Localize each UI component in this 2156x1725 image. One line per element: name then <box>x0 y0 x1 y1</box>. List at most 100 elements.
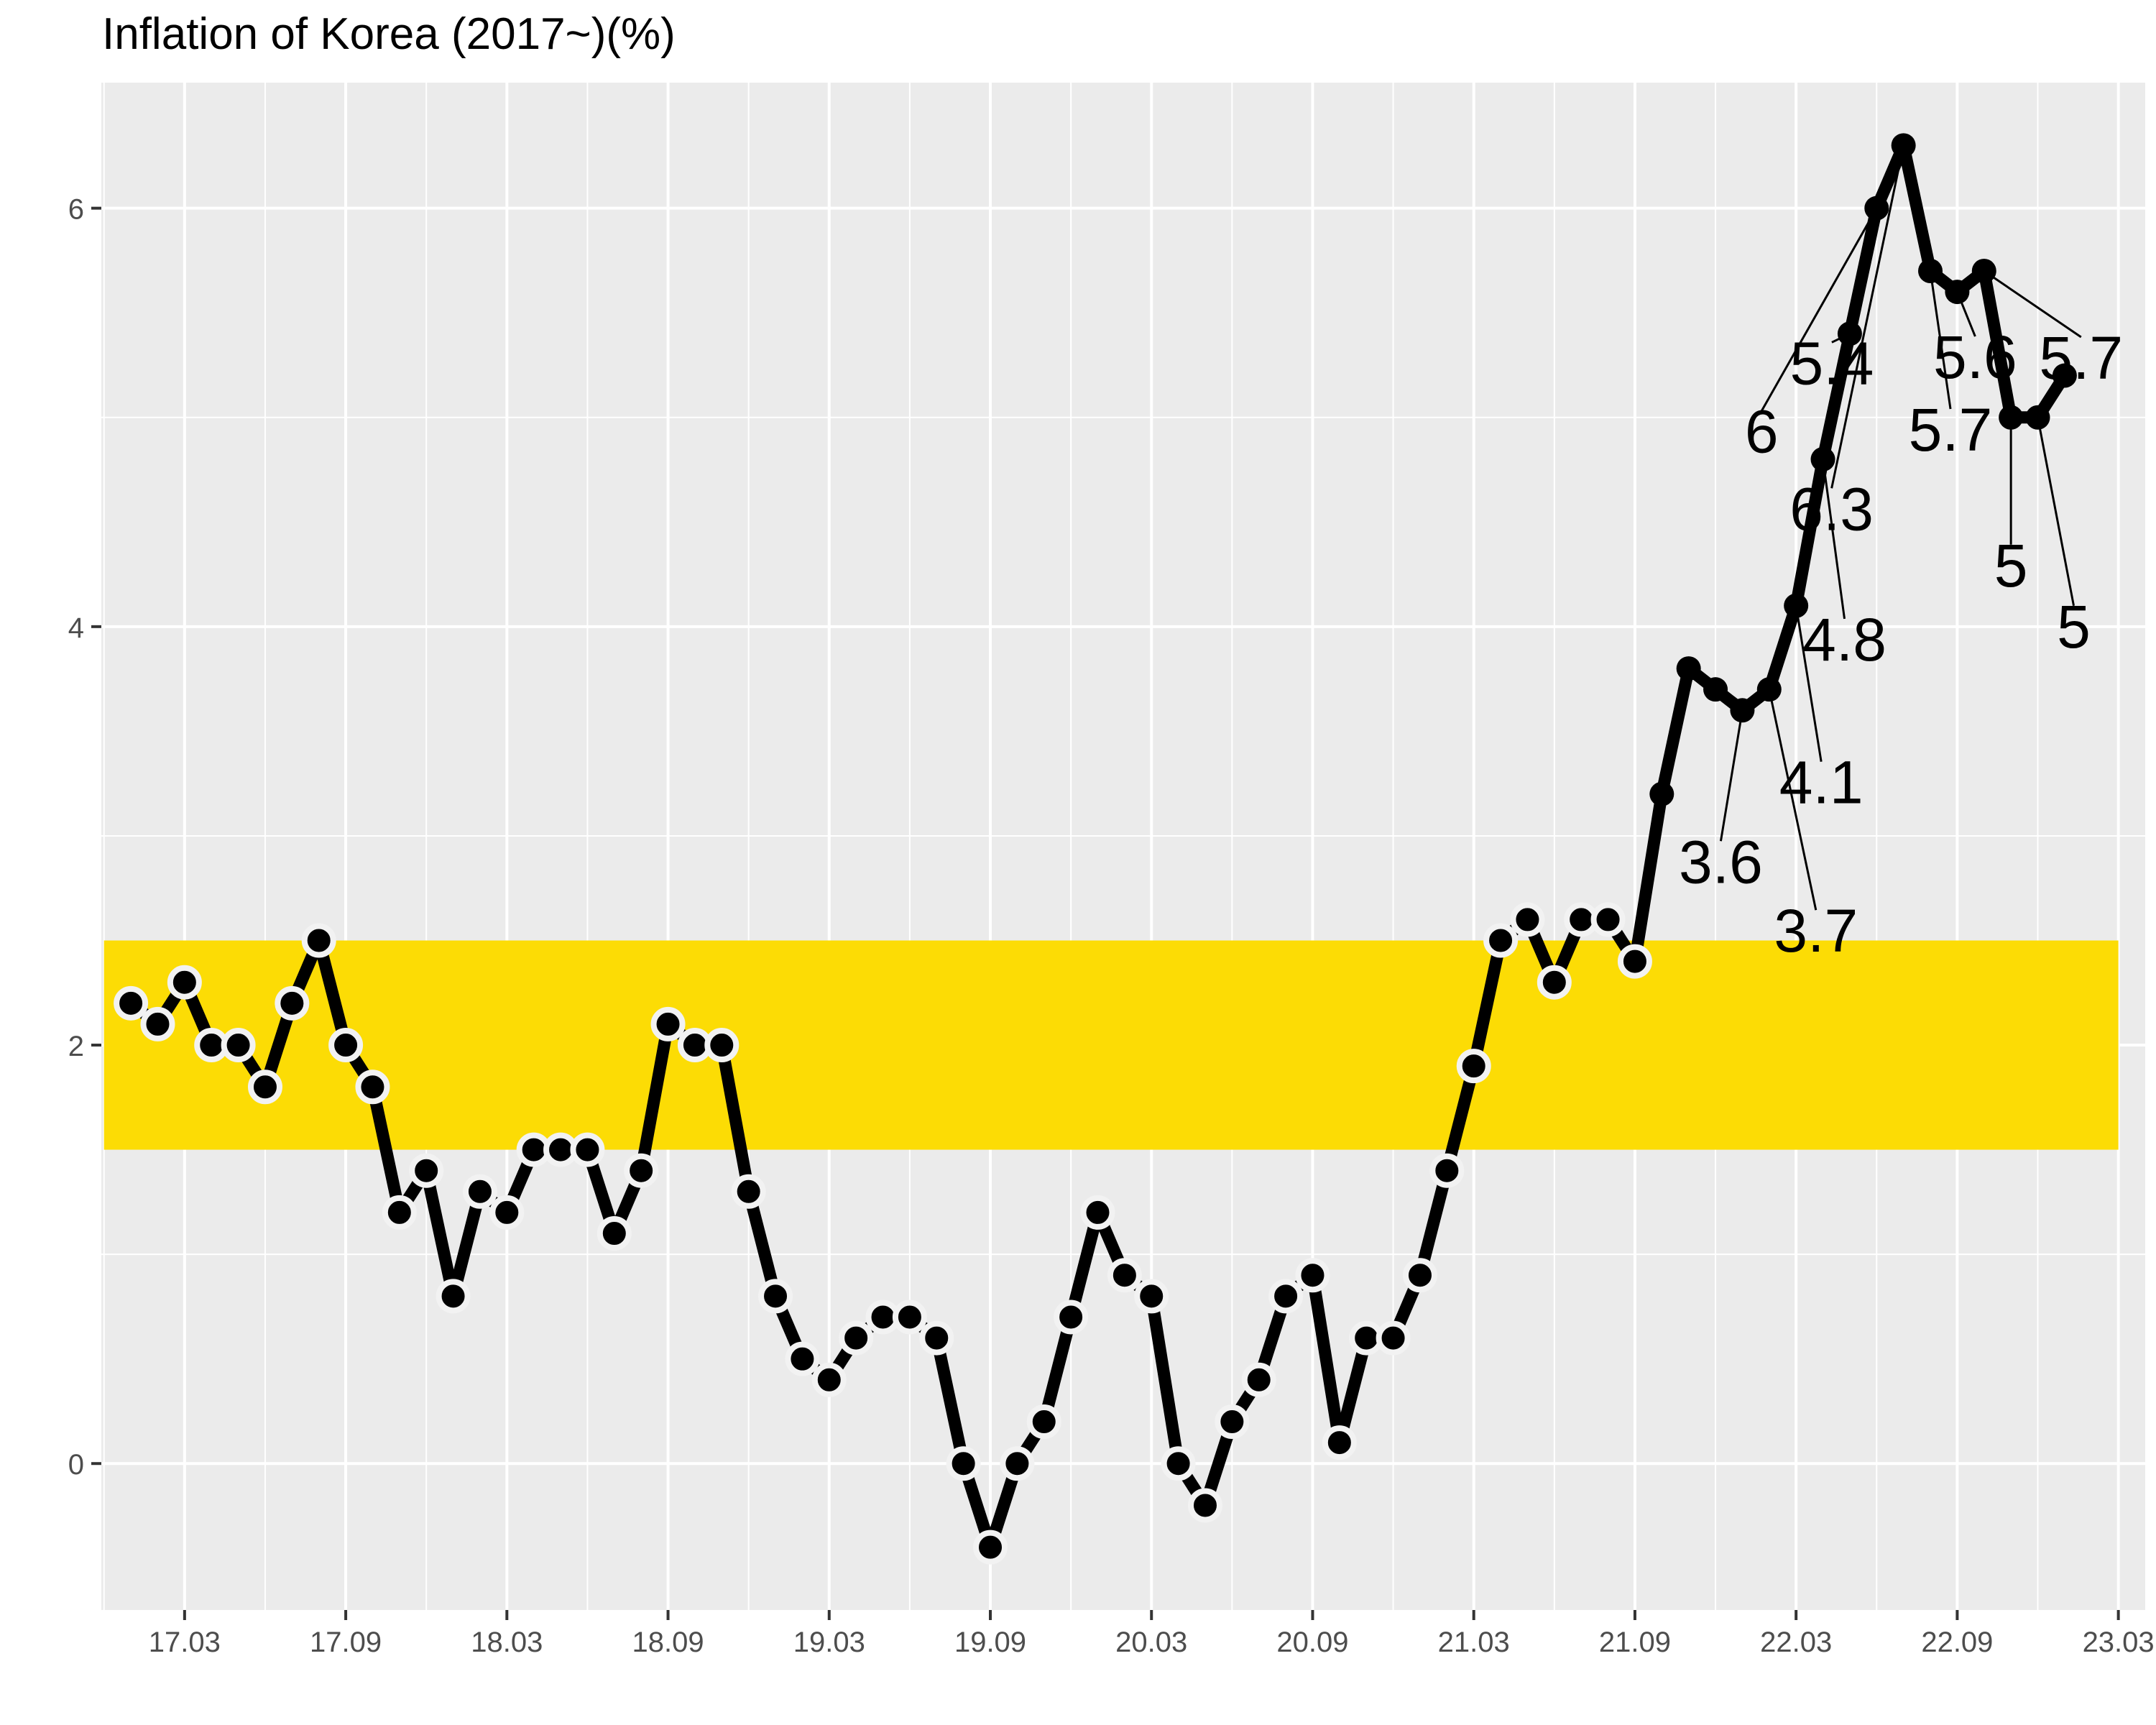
data-point <box>301 923 336 958</box>
data-point <box>355 1070 390 1105</box>
data-point <box>1000 1446 1035 1481</box>
data-point <box>1322 1425 1357 1460</box>
x-tick-label: 21.09 <box>1599 1627 1671 1658</box>
x-tick-label: 20.03 <box>1115 1627 1187 1658</box>
annotation-leader <box>1795 605 1823 762</box>
x-tick-label: 21.03 <box>1438 1627 1510 1658</box>
data-point <box>1999 405 2024 430</box>
data-point <box>489 1195 525 1230</box>
data-point <box>1268 1279 1304 1314</box>
data-point <box>758 1279 793 1314</box>
annotation-label: 3.6 <box>1679 828 1763 896</box>
data-point <box>785 1341 820 1376</box>
data-point <box>1945 280 1970 305</box>
data-point <box>1376 1320 1411 1356</box>
x-tick-label: 20.09 <box>1276 1627 1348 1658</box>
data-point <box>624 1153 659 1188</box>
annotation-label: 6 <box>1745 398 1779 466</box>
annotation-leader <box>1929 270 1952 410</box>
target-band-rect <box>103 940 2119 1150</box>
plot-panel <box>101 83 2145 1610</box>
data-point <box>247 1070 282 1105</box>
data-point <box>436 1279 471 1314</box>
annotation-leader <box>1983 270 2082 339</box>
annotation-label: 5.4 <box>1790 329 1874 397</box>
data-point <box>462 1174 497 1209</box>
target-band <box>103 940 2119 1150</box>
annotation-leader <box>1760 207 1878 412</box>
data-point <box>1617 944 1652 979</box>
data-point <box>1215 1404 1250 1440</box>
x-tick-label: 18.09 <box>632 1627 704 1658</box>
x-tick-label: 17.09 <box>310 1627 382 1658</box>
data-point <box>1918 258 1943 283</box>
data-point <box>382 1195 417 1230</box>
data-point <box>1891 133 1916 158</box>
data-point <box>2025 405 2050 430</box>
x-tick-label: 23.03 <box>2083 1627 2155 1658</box>
data-point <box>570 1132 605 1167</box>
y-tick-label: 2 <box>68 1031 84 1062</box>
annotation-label: 6.3 <box>1789 475 1874 543</box>
grid-lines <box>101 83 2145 1610</box>
data-point <box>1510 902 1545 937</box>
data-point <box>1054 1300 1089 1335</box>
data-point <box>1107 1258 1142 1293</box>
data-point <box>731 1174 766 1209</box>
data-point <box>919 1320 954 1356</box>
data-point <box>892 1300 927 1335</box>
annotation-label: 5.6 <box>1933 323 2017 391</box>
data-point <box>1649 781 1674 806</box>
x-tick-label: 19.03 <box>793 1627 865 1658</box>
data-point <box>1730 698 1755 723</box>
annotation-label: 4.1 <box>1779 749 1864 816</box>
annotation-labels: 3.63.74.14.85.466.35.75.6 5.755 <box>1679 323 2123 965</box>
data-point <box>1134 1279 1169 1314</box>
x-tick-label: 22.03 <box>1760 1627 1832 1658</box>
data-point <box>114 985 149 1021</box>
x-tick-label: 17.03 <box>149 1627 221 1658</box>
data-point <box>328 1028 364 1063</box>
annotation-label: 5.7 <box>1909 396 1993 464</box>
annotation-leader <box>1768 689 1818 911</box>
data-point <box>1703 677 1728 702</box>
data-point <box>973 1530 1008 1565</box>
y-tick-label: 4 <box>68 612 84 644</box>
data-point <box>1295 1258 1330 1293</box>
data-point <box>1080 1195 1115 1230</box>
annotation-label: 4.8 <box>1802 606 1886 673</box>
data-point <box>1837 321 1862 346</box>
series-points <box>114 133 2077 1565</box>
annotation-leader <box>1830 145 1905 489</box>
x-tick-label: 22.09 <box>1921 1627 1993 1658</box>
annotation-leader <box>1719 710 1743 842</box>
y-tick-label: 0 <box>68 1449 84 1481</box>
data-point <box>1429 1153 1465 1188</box>
annotation-leaders <box>1719 145 2082 911</box>
data-point <box>1187 1488 1222 1523</box>
data-point <box>1402 1258 1437 1293</box>
data-point <box>1483 923 1519 958</box>
data-point <box>1590 902 1626 937</box>
annotation-label: 3.7 <box>1774 897 1858 965</box>
data-point <box>1537 965 1572 1000</box>
x-tick-label: 19.09 <box>954 1627 1026 1658</box>
data-point <box>1810 446 1835 472</box>
data-point <box>1971 258 1996 283</box>
annotation-label: 5 <box>1994 532 2028 599</box>
data-point <box>1161 1446 1196 1481</box>
data-point <box>1676 656 1701 681</box>
data-point <box>811 1362 847 1397</box>
annotation-label: 5 <box>2057 593 2091 661</box>
chart-title: Inflation of Korea (2017~)(%) <box>102 9 676 59</box>
axis-ticks: 17.03 17.09 18.03 18.09 19.03 19.09 20.03 20.09… <box>68 194 2155 1658</box>
data-point <box>1026 1404 1061 1440</box>
data-point <box>167 965 202 1000</box>
data-point <box>1864 196 1889 221</box>
data-point <box>704 1028 740 1063</box>
data-point <box>221 1028 256 1063</box>
data-point <box>1241 1362 1276 1397</box>
data-point <box>839 1320 874 1356</box>
data-point <box>946 1446 981 1481</box>
